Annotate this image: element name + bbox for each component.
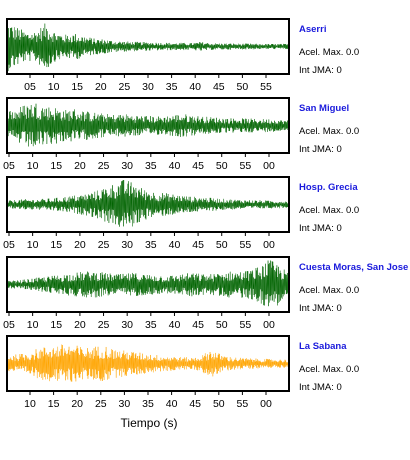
x-tick-label: 30	[121, 160, 133, 172]
acel-max-label: Acel. Max. 0.0	[299, 364, 359, 375]
x-tick-label: 40	[169, 160, 181, 172]
x-tick-label: 25	[98, 239, 110, 251]
x-tick-label: 15	[48, 398, 60, 410]
x-tick-label: 45	[189, 398, 201, 410]
acel-max-label: Acel. Max. 0.0	[299, 285, 359, 296]
x-tick-label: 50	[237, 81, 249, 93]
x-tick-label: 55	[260, 81, 272, 93]
x-tick-label: 50	[216, 239, 228, 251]
x-tick-label: 35	[166, 81, 178, 93]
x-tick-label: 35	[145, 160, 157, 172]
waveform-trace	[6, 23, 290, 71]
panel-frame	[6, 256, 290, 313]
panels-group: 05 10 15 20 25 30 35 40 45 50 55 Aserri Acel. Max. 0…	[3, 18, 408, 410]
x-tick-label: 50	[216, 319, 228, 331]
x-tick-label: 20	[95, 81, 107, 93]
panel-2: 05 10 15 20 25 30 35 40 45 50 55 00 San Miguel Acel. …	[3, 97, 359, 172]
waveform-trace	[6, 260, 290, 307]
x-tick-label: 40	[169, 319, 181, 331]
panel-frame	[6, 97, 290, 154]
waveform-trace	[6, 344, 290, 382]
int-jma-label: Int JMA: 0	[299, 65, 342, 76]
panel-3: 05 10 15 20 25 30 35 40 45 50 55 00 Hosp. Grecia Acel…	[3, 176, 359, 251]
x-tick-label: 10	[27, 239, 39, 251]
waveform-trace	[6, 103, 290, 147]
x-tick-label: 10	[24, 398, 36, 410]
station-name: Cuesta Moras, San Jose	[299, 262, 408, 273]
x-tick-label: 05	[24, 81, 36, 93]
acel-max-label: Acel. Max. 0.0	[299, 205, 359, 216]
x-tick-label: 25	[119, 81, 131, 93]
x-tick-label: 10	[27, 319, 39, 331]
station-name: San Miguel	[299, 103, 349, 114]
x-tick-label: 30	[119, 398, 131, 410]
station-name: La Sabana	[299, 341, 347, 352]
x-tick-label: 15	[50, 239, 62, 251]
x-tick-label: 00	[263, 239, 275, 251]
x-tick-label: 35	[145, 239, 157, 251]
x-tick-label: 30	[142, 81, 154, 93]
x-tick-label: 15	[50, 160, 62, 172]
x-tick-label: 45	[192, 319, 204, 331]
waveform-trace	[6, 180, 290, 227]
x-axis-label: Tiempo (s)	[121, 416, 178, 430]
x-tick-label: 10	[27, 160, 39, 172]
station-name: Aserri	[299, 24, 326, 35]
x-tick-label: 05	[3, 239, 15, 251]
x-tick-label: 55	[240, 319, 252, 331]
x-tick-label: 55	[237, 398, 249, 410]
x-tick-label: 30	[121, 319, 133, 331]
x-tick-label: 40	[169, 239, 181, 251]
x-tick-label: 00	[263, 319, 275, 331]
x-tick-label: 20	[74, 239, 86, 251]
x-tick-label: 30	[121, 239, 133, 251]
x-tick-label: 25	[98, 319, 110, 331]
x-tick-label: 45	[213, 81, 225, 93]
int-jma-label: Int JMA: 0	[299, 223, 342, 234]
x-tick-label: 20	[71, 398, 83, 410]
x-tick-label: 45	[192, 239, 204, 251]
x-tick-label: 40	[189, 81, 201, 93]
x-tick-label: 15	[50, 319, 62, 331]
x-tick-label: 10	[48, 81, 60, 93]
x-tick-label: 00	[260, 398, 272, 410]
x-tick-label: 25	[95, 398, 107, 410]
x-tick-label: 15	[71, 81, 83, 93]
x-tick-label: 05	[3, 319, 15, 331]
x-tick-label: 20	[74, 319, 86, 331]
x-tick-label: 20	[74, 160, 86, 172]
x-tick-label: 05	[3, 160, 15, 172]
x-tick-label: 50	[213, 398, 225, 410]
x-tick-label: 35	[145, 319, 157, 331]
x-tick-label: 45	[192, 160, 204, 172]
int-jma-label: Int JMA: 0	[299, 144, 342, 155]
acel-max-label: Acel. Max. 0.0	[299, 126, 359, 137]
x-tick-label: 55	[240, 160, 252, 172]
acel-max-label: Acel. Max. 0.0	[299, 47, 359, 58]
int-jma-label: Int JMA: 0	[299, 303, 342, 314]
int-jma-label: Int JMA: 0	[299, 382, 342, 393]
x-tick-label: 35	[142, 398, 154, 410]
x-tick-label: 50	[216, 160, 228, 172]
panel-frame	[6, 176, 290, 233]
panel-1: 05 10 15 20 25 30 35 40 45 50 55 Aserri Acel. Max. 0…	[6, 18, 359, 93]
x-tick-label: 40	[166, 398, 178, 410]
station-name: Hosp. Grecia	[299, 182, 358, 193]
panel-5: 10 15 20 25 30 35 40 45 50 55 00 La Sabana Acel. Max…	[6, 335, 359, 410]
x-tick-label: 25	[98, 160, 110, 172]
panel-4: 05 10 15 20 25 30 35 40 45 50 55 00 Cuesta Moras, Sa…	[3, 256, 408, 331]
x-tick-label: 55	[240, 239, 252, 251]
x-tick-label: 00	[263, 160, 275, 172]
